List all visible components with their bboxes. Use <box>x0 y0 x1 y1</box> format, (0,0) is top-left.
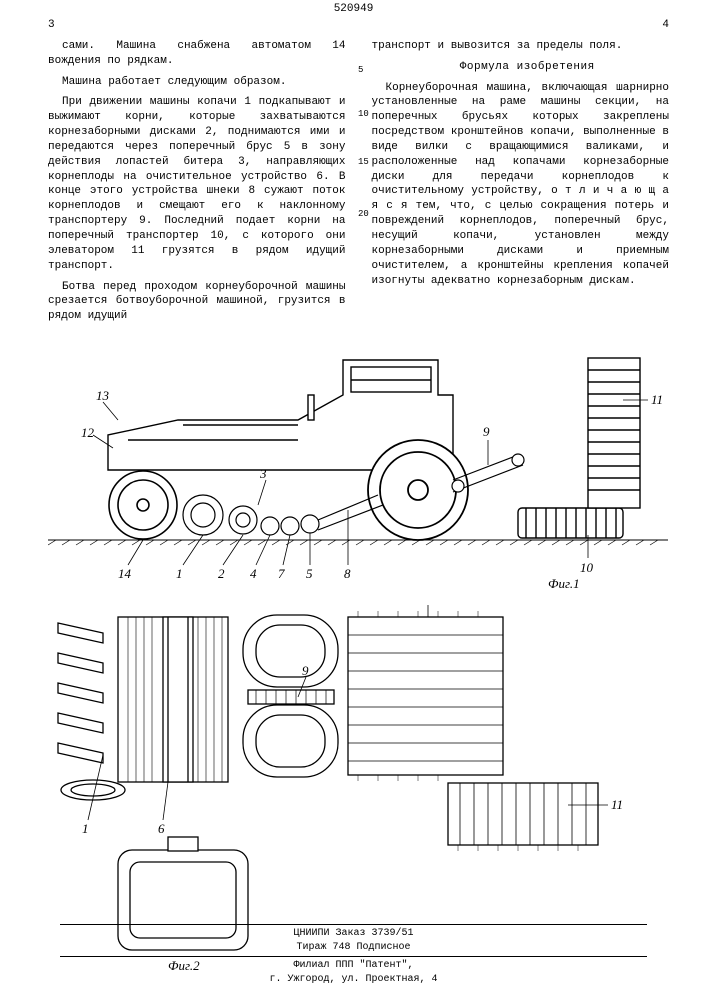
line-num: 5 <box>358 66 363 75</box>
text-columns: сами. Машина снабжена автоматом 14 вожде… <box>48 39 669 330</box>
right-column: транспорт и вывозится за пределы поля. Ф… <box>372 39 670 330</box>
callout: 10 <box>580 560 594 575</box>
footer-line: Тираж 748 Подписное <box>0 941 707 955</box>
callout: 1 <box>176 566 183 581</box>
patent-number: 520949 <box>334 2 374 17</box>
fig1-svg: 13 12 14 1 2 4 7 5 3 8 9 11 10 Фиг.1 <box>48 340 668 595</box>
callout: 6 <box>158 821 165 836</box>
callout: 7 <box>278 566 285 581</box>
callout: 4 <box>250 566 257 581</box>
callout: 11 <box>611 797 623 812</box>
figure-2: 1 6 9 10 11 Фиг.2 <box>48 605 669 975</box>
page-header: 3 4 <box>48 18 669 33</box>
left-column: сами. Машина снабжена автоматом 14 вожде… <box>48 39 346 330</box>
callout: 1 <box>82 821 89 836</box>
line-num: 15 <box>358 158 369 167</box>
fig2-svg: 1 6 9 10 11 Фиг.2 <box>48 605 668 975</box>
footer-line: ЦНИИПИ Заказ 3739/51 <box>0 927 707 941</box>
callout: 2 <box>218 566 225 581</box>
imprint-footer: ЦНИИПИ Заказ 3739/51 Тираж 748 Подписное… <box>0 922 707 986</box>
formula-title: Формула изобретения <box>372 60 670 75</box>
claim-text: Корнеуборочная машина, включающая шарнир… <box>372 81 670 289</box>
line-num: 20 <box>358 210 369 219</box>
line-num: 10 <box>358 110 369 119</box>
para: Машина работает следующим образом. <box>48 75 346 90</box>
para: транспорт и вывозится за пределы поля. <box>372 39 670 54</box>
callout: 12 <box>81 425 95 440</box>
footer-line: Филиал ППП "Патент", <box>0 959 707 973</box>
patent-page: 520949 3 4 5 10 15 20 сами. Машина снабж… <box>0 0 707 1000</box>
footer-line: г. Ужгород, ул. Проектная, 4 <box>0 973 707 987</box>
callout: 11 <box>651 392 663 407</box>
callout: 13 <box>96 388 110 403</box>
callout: 3 <box>259 466 267 481</box>
fig1-label: Фиг.1 <box>548 576 580 591</box>
callout: 9 <box>483 424 490 439</box>
para: сами. Машина снабжена автоматом 14 вожде… <box>48 39 346 69</box>
page-num-left: 3 <box>48 18 55 33</box>
callout: 5 <box>306 566 313 581</box>
callout: 9 <box>302 663 309 678</box>
callout: 14 <box>118 566 132 581</box>
figure-1: 13 12 14 1 2 4 7 5 3 8 9 11 10 Фиг.1 <box>48 340 669 595</box>
para: Ботва перед проходом корнеуборочной маши… <box>48 280 346 325</box>
callout: 8 <box>344 566 351 581</box>
page-num-right: 4 <box>662 18 669 33</box>
para: При движении машины копачи 1 подкапывают… <box>48 95 346 273</box>
